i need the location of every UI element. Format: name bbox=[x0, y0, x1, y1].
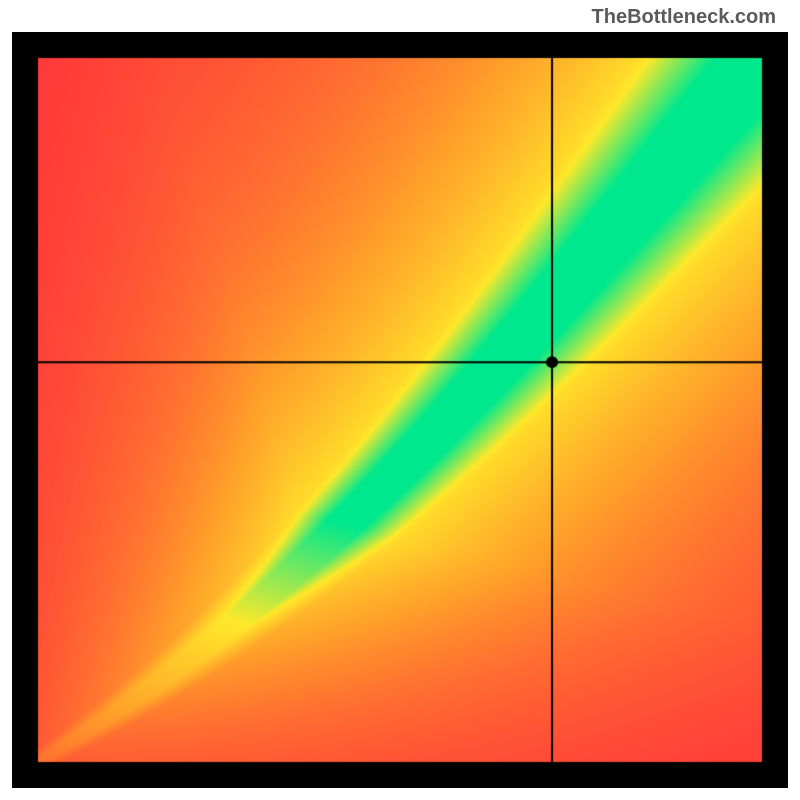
attribution-text: TheBottleneck.com bbox=[592, 6, 776, 29]
root: TheBottleneck.com bbox=[0, 0, 800, 800]
bottleneck-heatmap bbox=[12, 32, 788, 788]
chart-frame bbox=[12, 32, 788, 788]
